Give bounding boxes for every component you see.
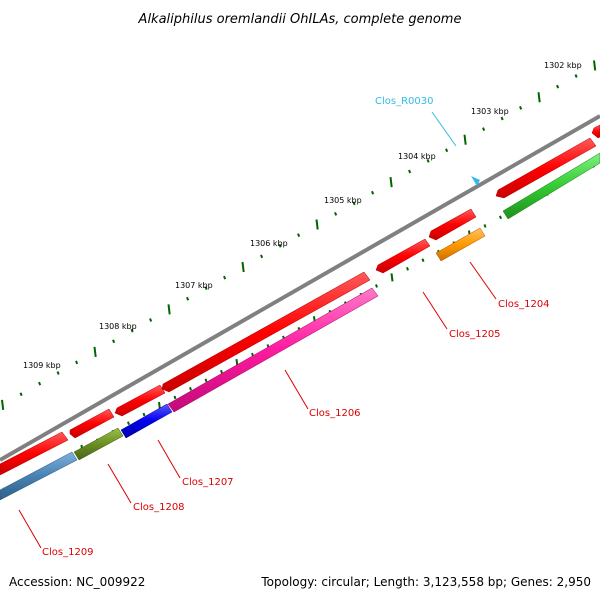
leader-clos-r0030 [431, 111, 457, 147]
cds-forward-2[interactable] [69, 408, 115, 439]
outer-scale-dot [500, 116, 504, 121]
outer-scale-tick [593, 60, 597, 71]
forward-strand-features [0, 124, 600, 476]
reverse-strand-features [0, 152, 600, 501]
inner-scale-dot [173, 395, 177, 400]
inner-scale-dot [220, 369, 223, 374]
leader-clos-1206 [284, 369, 309, 410]
inner-scale-dot [375, 284, 378, 288]
map-title: Alkaliphilus oremlandii OhILAs, complete… [138, 12, 462, 27]
leader-clos-1204 [469, 261, 497, 300]
label-clos-1209[interactable]: Clos_1209 [42, 547, 94, 558]
outer-scale-dot [19, 392, 23, 397]
outer-scale-dot [445, 148, 449, 153]
leader-clos-1207 [157, 439, 181, 479]
gene-labels: Clos_R0030 Clos_1204 Clos_1205 Clos_1206… [42, 96, 550, 558]
label-clos-1206[interactable]: Clos_1206 [309, 408, 361, 419]
outer-scale-dot [130, 328, 134, 333]
outer-scale-tick [463, 134, 467, 145]
inner-scale-dot [483, 224, 487, 228]
cds-forward-1[interactable] [0, 431, 69, 476]
scale-dots [18, 74, 595, 486]
accession-text: Accession: NC_009922 [9, 575, 145, 589]
outer-scale-dot [574, 74, 578, 78]
tick-label-1303: 1303 kbp [471, 107, 509, 116]
cds-steel[interactable] [0, 451, 78, 501]
label-clos-1208[interactable]: Clos_1208 [133, 502, 185, 513]
genome-backbone [0, 114, 600, 462]
inner-scale-dot [142, 412, 146, 417]
outer-scale-dot [38, 381, 42, 386]
cds-pink[interactable] [167, 287, 379, 413]
outer-scale-dot [56, 371, 60, 375]
tick-label-1309: 1309 kbp [23, 361, 61, 370]
outer-scale-tick [93, 346, 97, 357]
outer-scale-dot [334, 212, 338, 216]
trna-marker[interactable] [471, 176, 480, 186]
cds-orange[interactable] [435, 227, 486, 262]
tick-label-1304: 1304 kbp [398, 152, 436, 161]
outer-scale-dot [556, 84, 560, 89]
outer-scale-tick [167, 304, 171, 315]
label-clos-1205[interactable]: Clos_1205 [449, 329, 501, 340]
cds-forward-4[interactable] [161, 271, 371, 393]
inner-scale-tick [390, 273, 394, 282]
cds-olive[interactable] [73, 427, 124, 461]
cds-forward-3[interactable] [114, 384, 166, 417]
inner-scale-dot [127, 421, 130, 425]
topology-summary-text: Topology: circular; Length: 3,123,558 bp… [260, 575, 591, 589]
inner-scale-dot [406, 266, 409, 271]
label-clos-1204[interactable]: Clos_1204 [498, 299, 550, 310]
outer-scale-dot [75, 360, 79, 365]
cds-blue[interactable] [120, 403, 173, 439]
cds-green[interactable] [502, 152, 600, 220]
cds-forward-8[interactable] [591, 124, 600, 139]
outer-scale-dot [112, 339, 116, 344]
inner-scale-dot [204, 378, 208, 383]
outer-scale-tick [537, 92, 541, 103]
leader-clos-1208 [107, 463, 132, 504]
outer-scale-dot [186, 296, 190, 301]
leader-clos-1209 [18, 509, 42, 549]
tick-label-1302: 1302 kbp [544, 61, 582, 70]
outer-scale-dot [223, 275, 227, 280]
cds-forward-7[interactable] [495, 137, 597, 199]
inner-scale-dot [189, 387, 192, 391]
outer-scale-dot [408, 169, 412, 174]
inner-scale-dot [499, 215, 502, 220]
outer-scale-dot [519, 105, 523, 110]
outer-scale-dot [371, 190, 375, 195]
outer-scale-dot [297, 233, 301, 238]
outer-scale-dot [260, 254, 264, 259]
label-clos-r0030[interactable]: Clos_R0030 [375, 96, 434, 107]
outer-scale-dot [482, 127, 486, 131]
scale-ticks [1, 60, 597, 496]
outer-scale-tick [389, 176, 393, 188]
tick-label-1306: 1306 kbp [250, 239, 288, 248]
outer-scale-tick [315, 219, 319, 230]
outer-scale-dot [278, 243, 282, 248]
outer-scale-dot [426, 159, 430, 163]
tick-label-1307: 1307 kbp [175, 281, 213, 290]
outer-scale-tick [241, 261, 245, 273]
inner-scale-dot [421, 258, 425, 263]
tick-label-1305: 1305 kbp [324, 196, 362, 205]
outer-scale-dot [204, 286, 208, 291]
label-leader-lines [18, 111, 497, 549]
tick-label-1308: 1308 kbp [99, 322, 137, 331]
leader-clos-1205 [422, 291, 448, 330]
scale-tick-labels: 1302 kbp 1303 kbp 1304 kbp 1305 kbp 1306… [23, 61, 582, 370]
label-clos-1207[interactable]: Clos_1207 [182, 477, 234, 488]
outer-scale-tick [1, 399, 5, 410]
outer-scale-dot [352, 201, 356, 206]
cds-forward-5[interactable] [375, 238, 431, 274]
cds-forward-6[interactable] [428, 208, 477, 241]
outer-scale-dot [149, 318, 153, 322]
